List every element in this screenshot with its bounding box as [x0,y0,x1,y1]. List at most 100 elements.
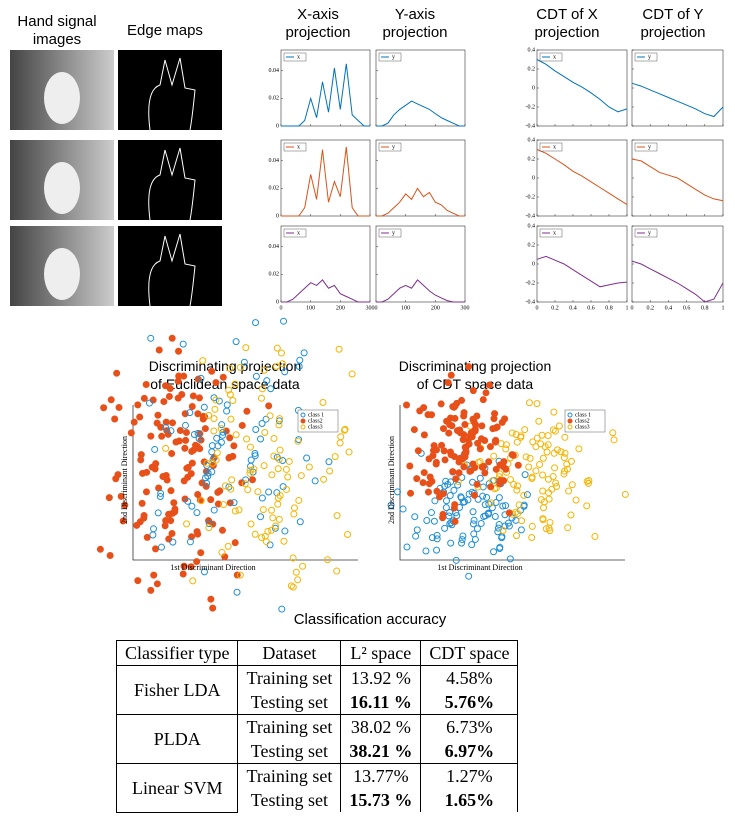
table-cell: Fisher LDA [115,665,239,715]
scatter-decor [167,487,175,495]
scatter-decor [336,439,344,447]
scatter-decor [275,417,283,425]
scatter-decor [403,543,411,551]
scatter-decor [414,447,422,455]
legend-label: y [648,230,651,236]
scatter-decor [130,418,138,426]
scatter-decor [168,530,176,538]
x-tick-label: 0.8 [701,305,709,311]
scatter-title: Discriminating projection of CDT space da… [399,358,552,392]
scatter-decor [150,571,158,579]
legend-box [283,142,307,152]
scatter-decor [155,346,163,354]
table-cell: 13.77% [340,763,422,788]
scatter-decor [490,452,498,460]
y-tick-label: -0.2 [526,280,536,286]
scatter-decor [280,537,288,545]
scatter-decor [181,444,189,452]
scatter-decor [252,319,260,327]
scatter-decor [175,437,183,445]
scatter-decor [251,452,259,460]
scatter-decor [212,396,220,404]
scatter-decor [189,392,197,400]
scatter-decor [520,491,528,499]
scatter-decor [533,400,541,408]
scatter-decor [514,510,522,518]
table-cell: L² space [340,640,422,666]
table-cell: 13.92 % [340,665,422,690]
scatter-decor [536,461,544,469]
y-tick-label: 0.02 [269,96,280,102]
scatter-decor [145,399,153,407]
scatter-decor [229,397,237,405]
scatter-decor [325,458,333,466]
plot-frame [536,139,628,217]
scatter-decor [136,413,144,421]
y-tick-label: 0 [532,261,535,267]
scatter-decor [413,526,421,534]
scatter-decor [439,425,447,433]
scatter-decor [469,387,477,395]
scatter-decor [228,476,236,484]
scatter-decor [147,334,155,342]
scatter-decor [170,499,178,507]
y-tick-label: 0 [276,299,279,305]
scatter-decor [465,572,473,580]
scatter-decor [510,480,518,488]
scatter-decor [274,500,282,508]
scatter-decor [548,485,556,493]
data-line [376,187,465,217]
scatter-decor [207,496,215,504]
scatter-decor [455,469,463,477]
scatter-decor [158,543,166,551]
scatter-decor [268,506,276,514]
y-tick-label: 0.4 [528,137,536,143]
scatter-decor [546,518,554,526]
scatter-decor [469,460,477,468]
scatter-decor [156,493,164,501]
scatter-decor [411,513,419,521]
table-cell: 1.65% [420,788,519,812]
scatter-decor [142,381,150,389]
scatter-decor [205,411,213,419]
scatter-decor [460,463,468,471]
scatter-decor [153,419,161,427]
scatter-decor [425,455,433,463]
table-cell: Dataset [237,640,342,666]
scatter-decor [208,448,216,456]
scatter-decor [438,441,446,449]
x-tick-label: 1 [626,305,629,311]
scatter-decor [200,568,208,576]
scatter-decor [428,411,436,419]
scatter-decor [572,496,580,504]
table-row: Testing set 16.11 % 5.76% [117,690,519,715]
scatter-decor [263,377,271,385]
scatter-decor [341,425,349,433]
data-line [281,63,370,127]
table-title: Classification accuracy [294,611,447,628]
legend-label: class2 [308,418,323,424]
scatter-decor [193,558,201,566]
scatter-decor [518,517,526,525]
legend-label: x [297,230,300,236]
scatter-decor [296,518,304,526]
scatter-decor [258,494,266,502]
legend-box [634,228,658,238]
scatter-decor [262,415,270,423]
scatter-decor [502,445,510,453]
scatter-decor [233,588,241,596]
scatter-decor [537,496,545,504]
scatter-decor [147,432,155,440]
scatter-decor [195,435,203,443]
scatter-decor [278,360,286,368]
scatter-decor [491,438,499,446]
y-tick-label: 0.4 [528,47,536,53]
scatter-decor [526,454,534,462]
scatter-decor [134,577,142,585]
data-line [536,255,628,288]
scatter-decor [539,454,547,462]
x-tick-label: 1 [722,305,725,311]
legend-marker [567,424,573,430]
scatter-decor [251,530,259,538]
scatter-decor [280,317,288,325]
